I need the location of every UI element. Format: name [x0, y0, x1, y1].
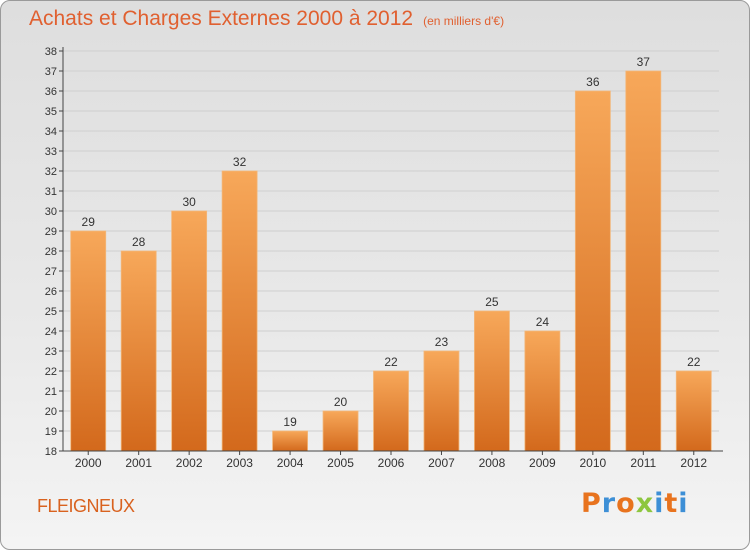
y-tick-label: 29: [45, 226, 57, 238]
x-tick-label: 2002: [176, 456, 203, 470]
title-text: Achats et Charges Externes 2000 à 2012: [29, 7, 414, 30]
bar-2009[interactable]: [524, 330, 561, 452]
logo-letter: t: [664, 488, 679, 519]
y-tick-label: 20: [45, 406, 57, 418]
bar-2003[interactable]: [221, 170, 258, 452]
bar-2011[interactable]: [625, 70, 662, 452]
bar-2005[interactable]: [322, 410, 359, 452]
y-tick-label: 30: [45, 206, 57, 218]
x-tick-label: 2005: [327, 456, 354, 470]
commune-name: FLEIGNEUX: [37, 496, 135, 516]
bar-2008[interactable]: [474, 310, 510, 452]
bar-2012[interactable]: [675, 370, 712, 452]
x-tick-label: 2006: [378, 456, 405, 470]
value-label: 19: [283, 415, 297, 429]
y-tick-label: 35: [45, 106, 57, 118]
x-tick-label: 2010: [579, 456, 606, 470]
y-tick-label: 37: [45, 66, 57, 78]
x-tick-label: 2003: [226, 456, 253, 470]
x-tick-label: 2008: [479, 456, 506, 470]
y-tick-label: 31: [45, 186, 57, 198]
y-tick-label: 27: [45, 266, 57, 278]
y-tick-label: 26: [45, 286, 57, 298]
y-tick-label: 28: [45, 246, 57, 258]
y-tick-label: 18: [45, 446, 57, 458]
logo-letter: P: [581, 488, 602, 519]
value-label: 36: [586, 75, 600, 89]
y-tick-label: 21: [45, 386, 57, 398]
bar-2006[interactable]: [373, 370, 409, 452]
value-label: 22: [687, 355, 701, 369]
x-tick-label: 2007: [428, 456, 455, 470]
title-unit: (en milliers d'€): [423, 14, 505, 28]
bar-2007[interactable]: [423, 350, 460, 452]
bar-2010[interactable]: [574, 90, 611, 452]
y-tick-label: 33: [45, 146, 57, 158]
bar-2000[interactable]: [70, 230, 107, 452]
logo-letter: x: [635, 488, 655, 519]
y-tick-label: 36: [45, 86, 57, 98]
x-tick-label: 2012: [680, 456, 707, 470]
value-label: 24: [536, 315, 550, 329]
value-label: 30: [182, 195, 196, 209]
x-tick-label: 2009: [529, 456, 556, 470]
bar-2004[interactable]: [272, 430, 308, 452]
value-label: 25: [485, 295, 499, 309]
value-label: 23: [435, 335, 449, 349]
bars: 29 28 30 32 19 20 22 23 25 24 36 37 22: [70, 55, 712, 452]
x-tick-label: 2011: [630, 456, 656, 470]
y-tick-label: 32: [45, 166, 57, 178]
logo-letter: i: [654, 488, 665, 519]
y-tick-label: 24: [45, 326, 57, 338]
value-label: 20: [334, 395, 348, 409]
logo-letter: r: [601, 488, 617, 519]
bar-2002[interactable]: [171, 210, 208, 452]
logo-letter: i: [678, 488, 689, 519]
x-tick-label: 2001: [125, 456, 152, 470]
y-tick-label: 19: [45, 426, 57, 438]
value-label: 28: [132, 235, 146, 249]
chart-title: Achats et Charges Externes 2000 à 2012 (e…: [29, 7, 504, 31]
x-tick-label: 2004: [277, 456, 304, 470]
value-label: 32: [233, 155, 247, 169]
value-label: 29: [82, 215, 96, 229]
y-tick-label: 34: [45, 126, 57, 138]
y-tick-label: 23: [45, 346, 57, 358]
y-tick-label: 25: [45, 306, 57, 318]
y-tick-label: 22: [45, 366, 57, 378]
logo-letter: o: [616, 488, 636, 519]
y-tick-label: 38: [45, 46, 57, 58]
value-label: 22: [384, 355, 398, 369]
proxiti-logo[interactable]: Proxiti: [581, 488, 689, 519]
value-label: 37: [637, 55, 651, 69]
axes: 18 19 20 21 22 23 24 25 26 27 28 29 30 31 32 33 34 35 36 37…: [45, 46, 723, 470]
bar-2001[interactable]: [120, 250, 157, 452]
x-tick-label: 2000: [75, 456, 102, 470]
